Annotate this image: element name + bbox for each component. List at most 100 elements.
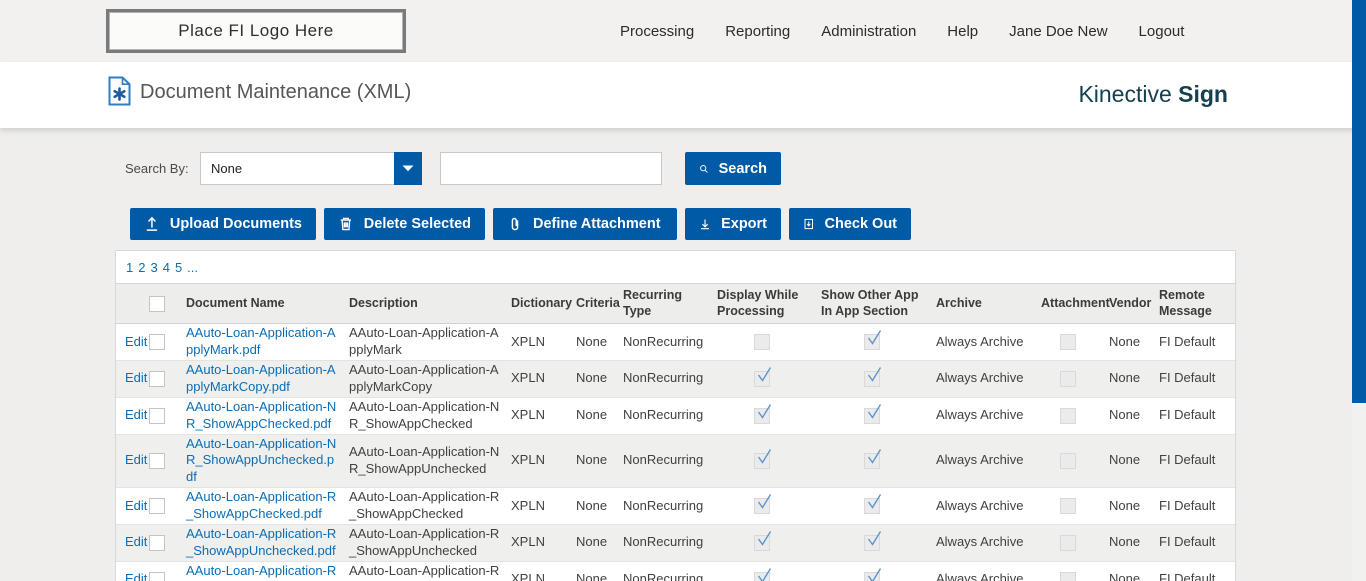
row-select-checkbox[interactable] <box>149 407 165 424</box>
attachment-checkbox[interactable] <box>1060 571 1076 581</box>
page-header: Document Maintenance (XML) Kinective Sig… <box>0 62 1366 128</box>
delete-selected-button[interactable]: Delete Selected <box>324 208 485 240</box>
page-link-4[interactable]: 4 <box>162 260 170 275</box>
check-icon <box>867 330 881 346</box>
edit-link[interactable]: Edit <box>125 452 148 468</box>
attachment-checkbox[interactable] <box>1060 453 1076 470</box>
define-attachment-button[interactable]: Define Attachment <box>493 208 677 240</box>
fi-logo-placeholder: Place FI Logo Here <box>106 9 406 53</box>
vendor-cell: None <box>1109 333 1141 349</box>
edit-link[interactable]: Edit <box>125 333 148 349</box>
remote-message-cell: FI Default <box>1159 524 1235 562</box>
brand-regular: Kinective <box>1078 81 1172 107</box>
display-while-processing-checkbox[interactable] <box>754 531 772 552</box>
edit-link[interactable]: Edit <box>125 370 148 386</box>
page-link-2[interactable]: 2 <box>138 260 146 275</box>
edit-link[interactable]: Edit <box>125 534 148 550</box>
check-icon <box>757 403 772 419</box>
archive-cell: Always Archive <box>936 560 1041 581</box>
show-other-app-checkbox[interactable] <box>863 367 881 388</box>
edit-link[interactable]: Edit <box>125 407 148 423</box>
paperclip-icon <box>511 217 519 231</box>
check-icon <box>867 367 881 382</box>
select-all-checkbox[interactable] <box>149 295 165 312</box>
show-other-app-checkbox[interactable] <box>863 531 881 552</box>
page-link-5[interactable]: 5 <box>174 260 183 275</box>
row-select-checkbox[interactable] <box>149 498 165 515</box>
check-out-label: Check Out <box>824 216 897 232</box>
search-button[interactable]: Search <box>685 152 781 185</box>
table-row: Edit AAuto-Loan-Application-ApplyMarkCop… <box>116 360 1235 398</box>
check-icon <box>757 567 772 581</box>
display-while-processing-checkbox[interactable] <box>754 367 772 388</box>
document-name-link[interactable]: AAuto-Loan-Application-ApplyMarkCopy.pdf <box>186 362 336 394</box>
export-button[interactable]: Export <box>685 208 781 240</box>
scrollbar-thumb[interactable] <box>1352 0 1366 403</box>
nav-item-logout[interactable]: Logout <box>1138 22 1185 40</box>
show-other-app-checkbox[interactable] <box>863 449 881 470</box>
document-name-link[interactable]: AAuto-Loan-Application-R_ShowAppChecked.… <box>186 489 337 522</box>
column-header-recurring-type: Recurring Type <box>623 282 717 325</box>
nav-item-processing[interactable]: Processing <box>620 22 695 40</box>
vendor-cell: None <box>1109 433 1159 488</box>
display-while-processing-checkbox[interactable] <box>754 567 772 581</box>
main-nav: Processing Reporting Administration Help… <box>620 0 1184 62</box>
attachment-checkbox[interactable] <box>1060 334 1076 351</box>
document-name-link[interactable]: AAuto-Loan-Application-RS-AFD731-test.pd… <box>186 562 337 581</box>
edit-link[interactable]: Edit <box>125 497 148 513</box>
dictionary-cell: XPLN <box>511 560 576 581</box>
description-cell: AAuto-Loan-Application-R_ShowAppChecked <box>349 487 511 525</box>
nav-item-user[interactable]: Jane Doe New <box>1009 22 1108 40</box>
attachment-checkbox[interactable] <box>1060 535 1076 552</box>
description-cell: AAuto-Loan-Application-NR_ShowAppChecked <box>349 396 511 435</box>
page-link-3[interactable]: 3 <box>150 260 158 275</box>
document-name-link[interactable]: AAuto-Loan-Application-NR_ShowAppChecked… <box>186 398 337 431</box>
attachment-checkbox[interactable] <box>1060 498 1076 515</box>
vendor-cell: None <box>1109 487 1159 525</box>
document-name-link[interactable]: AAuto-Loan-Application-NR_ShowAppUncheck… <box>186 435 337 485</box>
search-by-dropdown-value: None <box>211 161 243 176</box>
display-while-processing-checkbox[interactable] <box>754 334 770 351</box>
page-link-1[interactable]: 1 <box>126 260 134 275</box>
document-name-link[interactable]: AAuto-Loan-Application-ApplyMark.pdf <box>186 325 336 358</box>
archive-cell: Always Archive <box>936 396 1041 435</box>
search-input[interactable] <box>440 152 662 185</box>
row-select-checkbox[interactable] <box>149 535 165 552</box>
criteria-cell: None <box>576 333 608 349</box>
check-out-button[interactable]: Check Out <box>789 208 911 240</box>
nav-item-administration[interactable]: Administration <box>821 22 917 40</box>
check-icon <box>867 494 881 510</box>
row-select-checkbox[interactable] <box>149 571 165 581</box>
row-select-checkbox[interactable] <box>149 371 165 388</box>
row-select-checkbox[interactable] <box>149 334 165 351</box>
nav-item-reporting[interactable]: Reporting <box>725 22 791 40</box>
document-name-link[interactable]: AAuto-Loan-Application-R_ShowAppUnchecke… <box>186 526 337 558</box>
upload-documents-button[interactable]: Upload Documents <box>130 208 316 240</box>
show-other-app-checkbox[interactable] <box>863 403 881 424</box>
check-icon <box>757 494 772 510</box>
criteria-cell: None <box>576 360 623 398</box>
upload-icon <box>146 216 158 231</box>
show-other-app-checkbox[interactable] <box>863 494 881 515</box>
show-other-app-checkbox[interactable] <box>863 567 881 581</box>
display-while-processing-checkbox[interactable] <box>754 449 772 470</box>
row-select-checkbox[interactable] <box>149 453 165 470</box>
remote-message-cell: FI Default <box>1159 333 1216 349</box>
attachment-checkbox[interactable] <box>1060 371 1076 388</box>
attachment-checkbox[interactable] <box>1060 407 1076 424</box>
criteria-cell: None <box>576 524 623 562</box>
dropdown-toggle-button[interactable] <box>394 152 422 185</box>
search-by-dropdown[interactable]: None <box>200 152 422 185</box>
page-ellipsis[interactable]: ... <box>187 260 199 275</box>
remote-message-cell: FI Default <box>1159 560 1235 581</box>
recurring-type-cell: NonRecurring <box>623 396 717 435</box>
trash-icon <box>340 217 352 231</box>
table-row: Edit AAuto-Loan-Application-R_ShowAppUnc… <box>116 524 1235 562</box>
edit-link[interactable]: Edit <box>125 571 148 581</box>
display-while-processing-checkbox[interactable] <box>754 403 772 424</box>
show-other-app-checkbox[interactable] <box>863 330 881 351</box>
display-while-processing-checkbox[interactable] <box>754 494 772 515</box>
nav-item-help[interactable]: Help <box>947 22 979 40</box>
table-body: Edit AAuto-Loan-Application-ApplyMark.pd… <box>116 324 1235 581</box>
documents-table: Document Name Description Dictionary Cri… <box>116 282 1235 581</box>
